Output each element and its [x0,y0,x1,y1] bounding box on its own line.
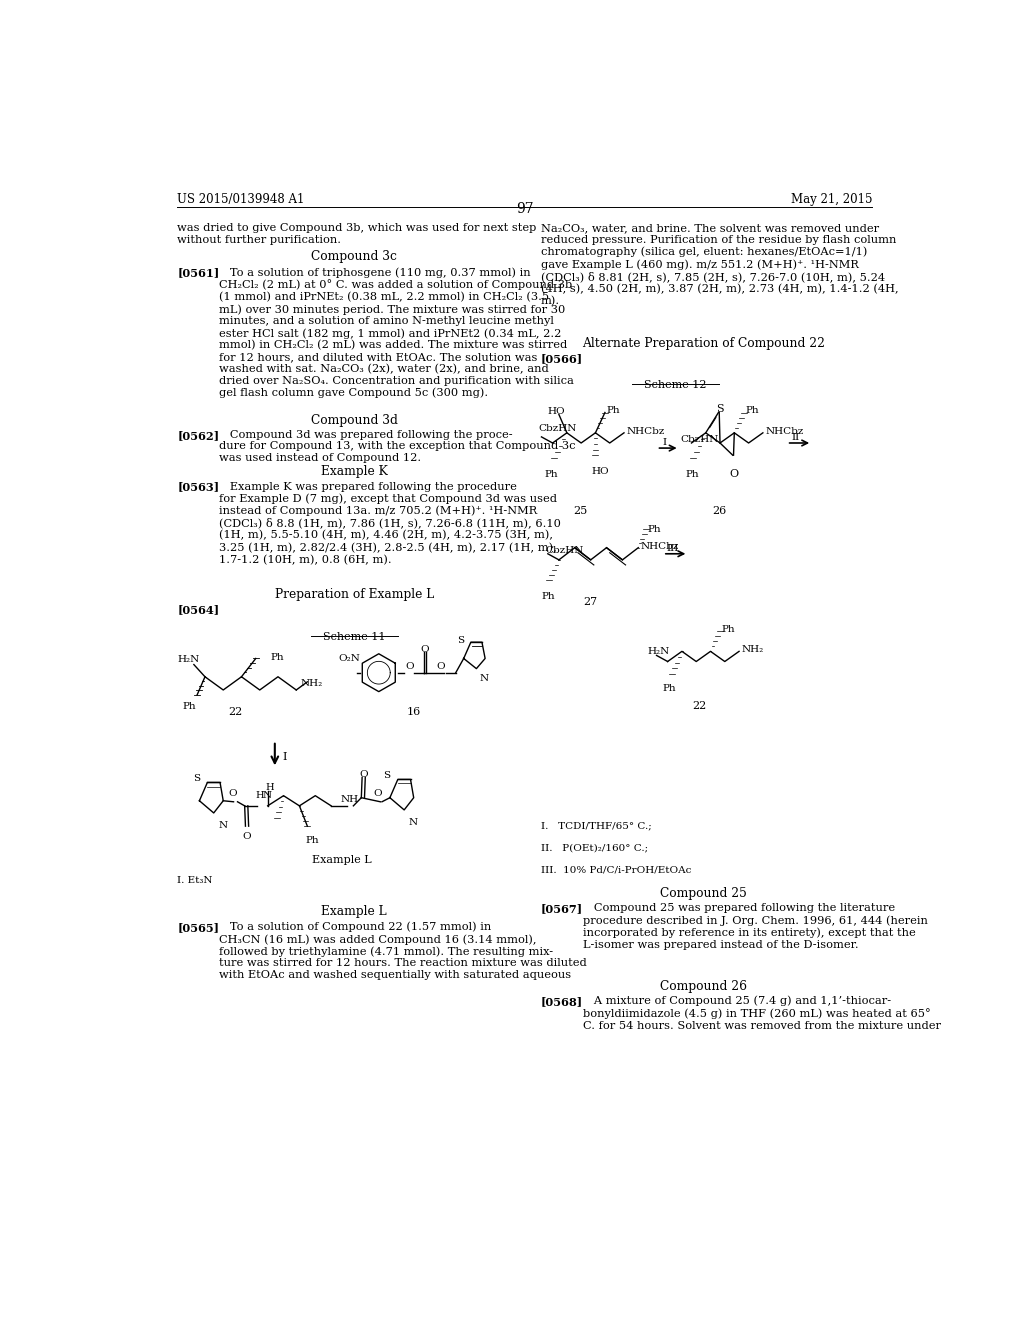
Text: NHCbz: NHCbz [765,426,804,436]
Text: I: I [283,752,288,762]
Text: 26: 26 [712,506,726,516]
Text: Scheme 12: Scheme 12 [644,380,707,389]
Text: Example L: Example L [322,906,387,919]
Text: Compound 26: Compound 26 [659,979,746,993]
Text: Alternate Preparation of Compound 22: Alternate Preparation of Compound 22 [582,338,825,350]
Text: Ph: Ph [663,684,677,693]
Text: Ph: Ph [685,470,698,479]
Text: S: S [716,404,724,414]
Text: Ph: Ph [270,653,285,663]
Text: [0563]: [0563] [177,482,219,492]
Text: O: O [243,833,251,841]
Text: [0562]: [0562] [177,430,219,441]
Text: O: O [228,789,237,799]
Text: I.   TCDI/THF/65° C.;: I. TCDI/THF/65° C.; [541,821,651,830]
Text: Compound 3c: Compound 3c [311,249,397,263]
Text: III.  10% Pd/C/i-PrOH/EtOAc: III. 10% Pd/C/i-PrOH/EtOAc [541,866,691,875]
Text: Ph: Ph [722,624,735,634]
Text: II.   P(OEt)₂/160° C.;: II. P(OEt)₂/160° C.; [541,843,648,853]
Text: Compound 3d: Compound 3d [310,413,397,426]
Text: O: O [373,789,382,799]
Text: O: O [359,771,369,779]
Text: Ph: Ph [745,407,759,416]
Text: To a solution of Compound 22 (1.57 mmol) in
CH₃CN (16 mL) was added Compound 16 : To a solution of Compound 22 (1.57 mmol)… [219,921,587,979]
Text: Compound 25: Compound 25 [659,887,746,900]
Text: US 2015/0139948 A1: US 2015/0139948 A1 [177,193,304,206]
Text: H: H [256,791,264,800]
Text: 22: 22 [692,701,707,711]
Text: N: N [479,673,488,682]
Text: was dried to give Compound 3b, which was used for next step
without further puri: was dried to give Compound 3b, which was… [177,223,537,246]
Text: O: O [729,470,738,479]
Text: H: H [265,784,273,792]
Text: CbzHN: CbzHN [546,545,584,554]
Text: H₂N: H₂N [648,647,670,656]
Text: A mixture of Compound 25 (7.4 g) and 1,1’-thiocar-
bonyldiimidazole (4.5 g) in T: A mixture of Compound 25 (7.4 g) and 1,1… [583,995,941,1031]
Text: NH₂: NH₂ [301,678,324,688]
Text: Compound 3d was prepared following the proce-
dure for Compound 13, with the exc: Compound 3d was prepared following the p… [219,430,575,463]
Text: N: N [263,791,272,800]
Text: CbzHN: CbzHN [539,424,577,433]
Text: II: II [792,433,800,442]
Text: 22: 22 [228,708,243,717]
Text: I: I [663,438,667,447]
Text: 27: 27 [584,598,598,607]
Text: 25: 25 [573,506,588,516]
Text: HO: HO [592,467,609,477]
Text: Example K was prepared following the procedure
for Example D (7 mg), except that: Example K was prepared following the pro… [219,482,561,565]
Text: 97: 97 [516,202,534,216]
Text: Ph: Ph [606,407,621,416]
Text: NHCbz: NHCbz [641,541,679,550]
Text: S: S [458,636,465,645]
Text: Preparation of Example L: Preparation of Example L [274,589,434,602]
Text: Ph: Ph [306,837,319,845]
Text: Ph: Ph [648,525,662,535]
Text: [0564]: [0564] [177,605,219,615]
Text: O: O [436,663,445,671]
Text: NHCbz: NHCbz [627,426,665,436]
Text: Ph: Ph [182,702,197,711]
Text: Scheme 11: Scheme 11 [323,632,385,642]
Text: [0565]: [0565] [177,921,219,933]
Text: [0568]: [0568] [541,995,583,1007]
Text: Ph: Ph [545,470,558,479]
Text: N: N [409,818,418,828]
Text: May 21, 2015: May 21, 2015 [791,193,872,206]
Text: NH₂: NH₂ [741,645,764,655]
Text: NH: NH [341,795,358,804]
Text: CbzHN: CbzHN [680,434,719,444]
Text: 16: 16 [407,708,421,717]
Text: To a solution of triphosgene (110 mg, 0.37 mmol) in
CH₂Cl₂ (2 mL) at 0° C. was a: To a solution of triphosgene (110 mg, 0.… [219,267,574,399]
Text: O: O [404,663,414,671]
Text: S: S [194,775,201,783]
Text: Ph: Ph [542,593,555,602]
Text: Na₂CO₃, water, and brine. The solvent was removed under
reduced pressure. Purifi: Na₂CO₃, water, and brine. The solvent wa… [541,223,898,306]
Text: O₂N: O₂N [338,655,360,664]
Text: O: O [421,645,429,655]
Text: Example K: Example K [321,466,387,478]
Text: [0561]: [0561] [177,267,219,279]
Text: Compound 25 was prepared following the literature
procedure described in J. Org.: Compound 25 was prepared following the l… [583,903,928,949]
Text: H₂N: H₂N [177,655,200,664]
Text: S: S [384,771,391,780]
Text: [0566]: [0566] [541,354,583,364]
Text: I. Et₃N: I. Et₃N [177,876,213,884]
Text: HO: HO [548,408,565,416]
Text: III: III [667,544,679,553]
Text: Example L: Example L [312,854,372,865]
Text: N: N [218,821,227,830]
Text: [0567]: [0567] [541,903,583,915]
